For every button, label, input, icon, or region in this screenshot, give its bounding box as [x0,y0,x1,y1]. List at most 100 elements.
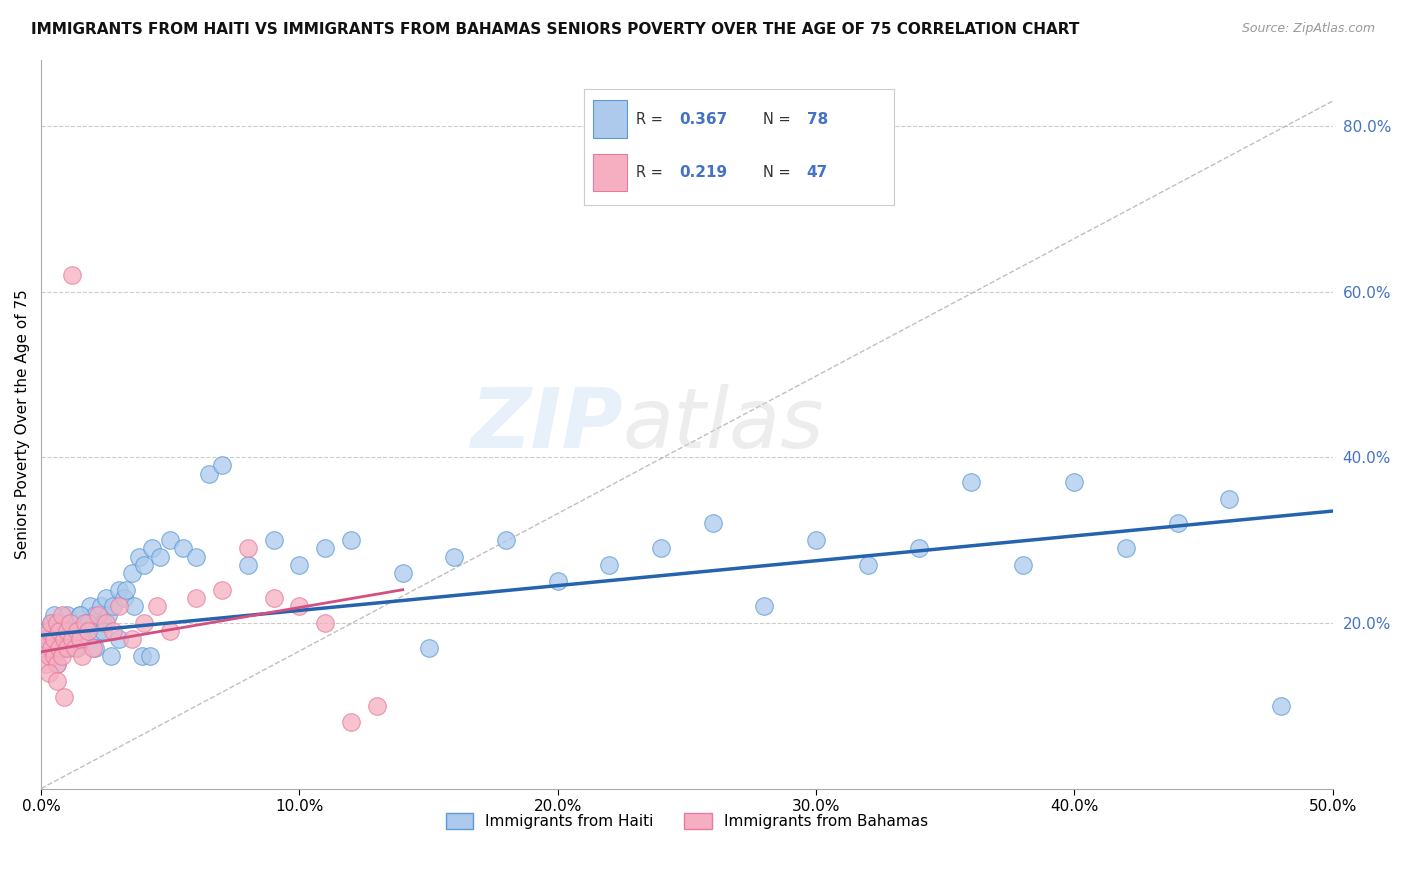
Point [60,615,83,630]
Point [159,533,181,547]
Point [418,640,440,655]
Point [107,632,129,647]
Point [100,648,122,663]
Legend: Immigrants from Haiti, Immigrants from Bahamas: Immigrants from Haiti, Immigrants from B… [440,807,935,836]
Point [146,599,169,614]
Text: ZIP: ZIP [470,384,623,465]
Point [598,558,620,572]
Point [754,599,776,614]
Point [141,541,163,556]
Point [122,599,145,614]
Point [84,640,107,655]
Point [45,657,67,672]
Point [1063,475,1085,489]
Point [41,615,63,630]
Point [53,640,76,655]
Point [94,615,117,630]
Text: atlas: atlas [623,384,824,465]
Point [42,632,65,647]
Point [58,632,80,647]
Point [115,582,138,597]
Point [159,624,181,639]
Point [76,624,98,639]
Point [45,624,67,639]
Point [38,648,60,663]
Point [32,640,55,655]
Text: Source: ZipAtlas.com: Source: ZipAtlas.com [1241,22,1375,36]
Point [48,632,70,647]
Point [45,673,67,688]
Point [51,615,73,630]
Point [60,632,83,647]
Point [51,607,73,622]
Point [107,599,129,614]
Point [56,640,79,655]
Point [69,607,91,622]
Point [121,566,143,581]
Point [87,624,110,639]
Point [42,648,65,663]
Point [41,640,63,655]
Point [314,615,336,630]
Point [63,624,86,639]
Point [288,599,311,614]
Point [42,640,65,655]
Point [72,648,94,663]
Point [58,615,80,630]
Point [91,615,114,630]
Point [288,558,311,572]
Point [53,640,76,655]
Point [366,698,388,713]
Point [1167,516,1189,531]
Point [56,624,79,639]
Point [66,624,89,639]
Point [650,541,672,556]
Point [51,648,73,663]
Point [1011,558,1033,572]
Point [76,624,98,639]
Point [91,624,114,639]
Point [443,549,465,564]
Point [53,632,76,647]
Point [82,640,104,655]
Point [38,632,60,647]
Point [35,657,58,672]
Point [184,549,207,564]
Point [97,607,120,622]
Point [198,467,221,481]
Point [263,591,285,605]
Point [1218,491,1240,506]
Point [66,640,89,655]
Point [211,582,233,597]
Point [38,640,60,655]
Point [236,541,259,556]
Point [89,599,111,614]
Point [149,549,172,564]
Point [103,624,125,639]
Point [391,566,413,581]
Point [87,607,110,622]
Point [184,591,207,605]
Point [48,624,70,639]
Point [107,582,129,597]
Point [547,574,569,589]
Point [45,657,67,672]
Point [84,607,107,622]
Text: IMMIGRANTS FROM HAITI VS IMMIGRANTS FROM BAHAMAS SENIORS POVERTY OVER THE AGE OF: IMMIGRANTS FROM HAITI VS IMMIGRANTS FROM… [31,22,1080,37]
Point [35,632,58,647]
Point [211,458,233,473]
Point [134,558,156,572]
Point [103,599,125,614]
Point [856,558,879,572]
Point [702,516,724,531]
Point [138,648,160,663]
Point [56,624,79,639]
Point [69,607,91,622]
Point [128,549,150,564]
Point [314,541,336,556]
Point [35,624,58,639]
Point [804,533,827,547]
Point [340,715,363,730]
Point [1115,541,1137,556]
Point [53,690,76,705]
